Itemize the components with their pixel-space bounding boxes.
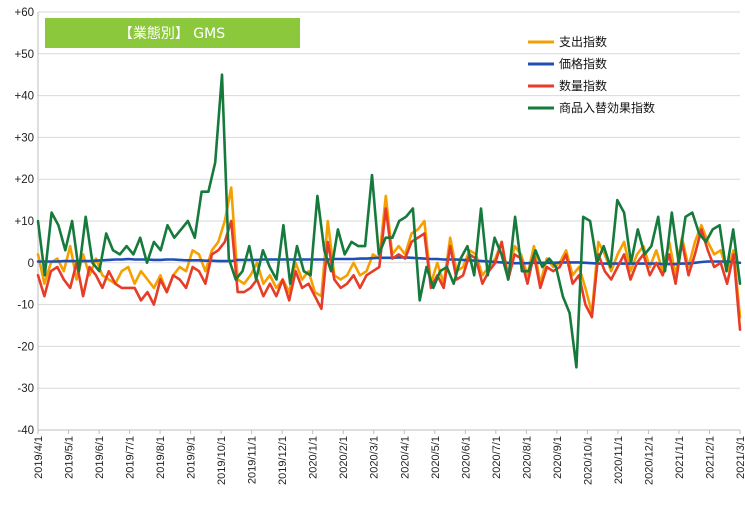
- legend-label: 支出指数: [559, 34, 607, 49]
- x-tick-label: 2020/10/1: [582, 436, 594, 485]
- series-line-2: [36, 256, 742, 266]
- x-tick-label: 2020/12/1: [643, 436, 655, 485]
- y-tick-label: -40: [17, 425, 34, 437]
- chart-title: 【業態別】 GMS: [119, 26, 225, 42]
- y-tick-label: 0: [28, 258, 34, 270]
- x-tick-label: 2020/8/1: [521, 436, 533, 479]
- y-tick-label: +40: [14, 91, 34, 103]
- title-box: 【業態別】 GMS: [45, 18, 300, 48]
- legend-label: 数量指数: [559, 78, 607, 93]
- x-tick-label: 2019/10/1: [216, 436, 228, 485]
- y-tick-label: +20: [14, 174, 34, 186]
- x-tick-label: 2020/6/1: [460, 436, 472, 479]
- y-tick-label: +30: [14, 132, 34, 144]
- x-tick-label: 2020/5/1: [430, 436, 442, 479]
- series-lines: [36, 73, 742, 369]
- x-tick-label: 2020/2/1: [338, 436, 350, 479]
- y-tick-label: -30: [17, 383, 34, 395]
- x-tick-label: 2019/12/1: [277, 436, 289, 485]
- x-tick-label: 2021/3/1: [735, 436, 745, 479]
- title-box-background: [45, 18, 300, 48]
- x-tick-label: 2020/4/1: [399, 436, 411, 479]
- series-line-4: [36, 73, 742, 369]
- x-tick-label: 2021/2/1: [704, 436, 716, 479]
- x-tick-label: 2019/7/1: [125, 436, 137, 479]
- x-tick-label: 2020/9/1: [552, 436, 564, 479]
- y-tick-label: +60: [14, 7, 34, 19]
- series-line-3: [36, 207, 742, 332]
- x-tick-label: 2019/11/1: [247, 436, 259, 484]
- y-tick-label: +50: [14, 49, 34, 61]
- x-tick-label: 2019/4/1: [33, 436, 45, 479]
- x-tick-label: 2019/6/1: [94, 436, 106, 479]
- x-tick-label: 2019/8/1: [155, 436, 167, 479]
- y-tick-label: -10: [17, 300, 34, 312]
- x-tick-label: 2020/11/1: [613, 436, 625, 484]
- x-tick-label: 2021/1/1: [674, 436, 686, 479]
- legend-label: 商品入替効果指数: [559, 100, 655, 115]
- y-tick-label: -20: [17, 341, 34, 353]
- x-tick-label: 2019/9/1: [186, 436, 198, 479]
- y-tick-label: +10: [14, 216, 34, 228]
- x-tick-label: 2020/7/1: [491, 436, 503, 479]
- x-tick-label: 2019/5/1: [64, 436, 76, 479]
- legend-label: 価格指数: [559, 56, 607, 71]
- x-tick-label: 2020/3/1: [369, 436, 381, 479]
- x-tick-label: 2020/1/1: [308, 436, 320, 479]
- y-axis: +60 +50 +40 +30 +20 +10 0 -10 -20 -30 -40: [14, 7, 39, 437]
- x-axis: 2019/4/1 2019/5/1 2019/6/1 2019/7/1 2019/8/1…: [33, 429, 745, 485]
